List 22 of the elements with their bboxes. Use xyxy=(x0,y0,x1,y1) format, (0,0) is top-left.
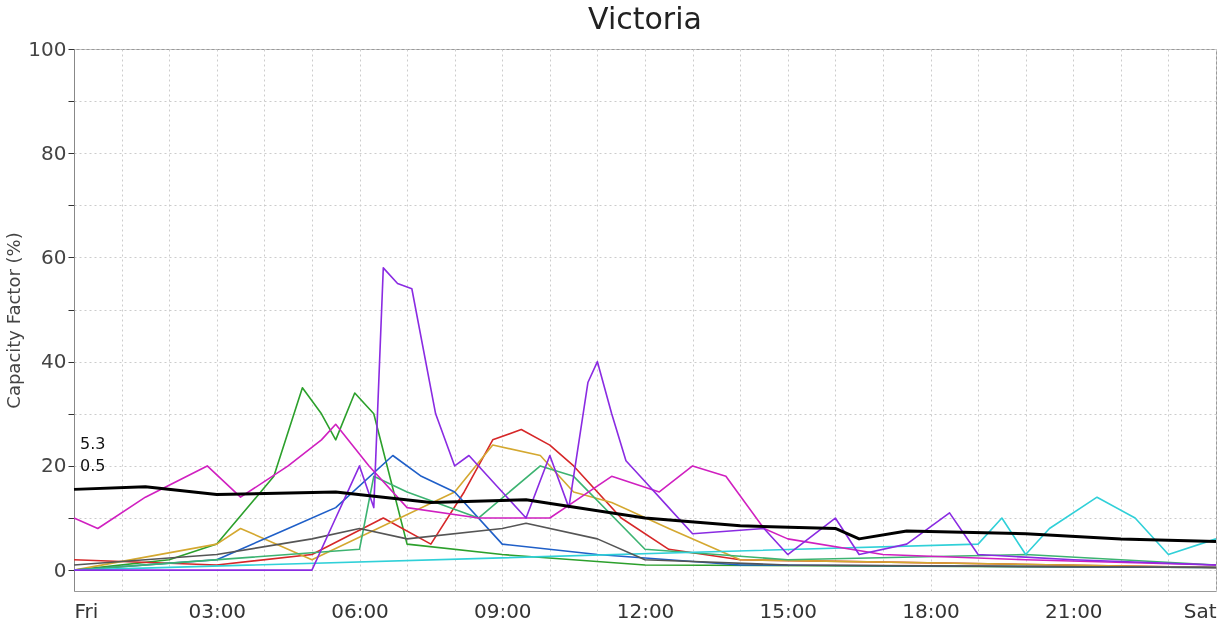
x-tick-label: 03:00 xyxy=(188,598,247,623)
x-tick-label: 15:00 xyxy=(759,598,818,623)
y-tick-label: 80 xyxy=(41,140,67,165)
y-tick-label: 0 xyxy=(53,557,67,582)
x-tick-label: Sat xyxy=(1183,598,1217,623)
x-tick-label: 09:00 xyxy=(473,598,532,623)
y-tick-label: 20 xyxy=(41,453,67,478)
line-series xyxy=(73,522,1217,569)
y-tick-label: 60 xyxy=(41,244,67,269)
x-tick-label: Fri xyxy=(74,598,99,623)
x-tick-label: 06:00 xyxy=(331,598,389,623)
x-tick-label: 18:00 xyxy=(902,598,960,623)
line-series xyxy=(73,267,1217,571)
x-tick-label: 21:00 xyxy=(1044,598,1103,623)
annotation: 5.3 xyxy=(80,434,106,453)
x-tick-label: 12:00 xyxy=(616,598,675,623)
line-series xyxy=(72,485,1218,543)
y-tick-label: 40 xyxy=(41,349,67,374)
y-tick-label: 100 xyxy=(28,36,67,61)
chart-title: Victoria xyxy=(588,1,702,36)
y-axis-title: Capacity Factor (%) xyxy=(3,232,25,409)
annotation: 0.5 xyxy=(80,456,106,475)
